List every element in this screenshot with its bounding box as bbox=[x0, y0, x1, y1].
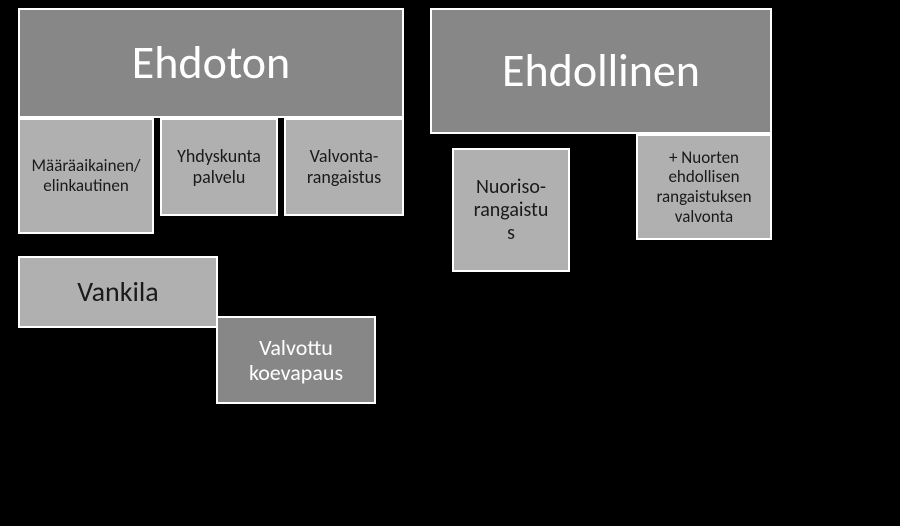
box-nuorisorangaistus: Nuoriso-rangaistus bbox=[452, 148, 570, 272]
label-nuorisorangaistus: Nuoriso-rangaistus bbox=[474, 176, 549, 245]
box-maaraaikainen: Määräaikainen/elinkautinen bbox=[18, 118, 154, 234]
label-maaraaikainen: Määräaikainen/elinkautinen bbox=[32, 156, 141, 195]
box-valvottu-koevapaus: Valvottukoevapaus bbox=[216, 316, 376, 404]
box-ehdollinen: Ehdollinen bbox=[430, 8, 772, 134]
box-valvontarangaistus: Valvonta-rangaistus bbox=[284, 118, 404, 216]
label-ehdoton: Ehdoton bbox=[132, 37, 290, 90]
box-yhdyskuntapalvelu: Yhdyskuntapalvelu bbox=[160, 118, 278, 216]
label-valvontarangaistus: Valvonta-rangaistus bbox=[307, 146, 381, 187]
label-valvottu-koevapaus: Valvottukoevapaus bbox=[249, 335, 343, 386]
label-nuorten-valvonta: + Nuortenehdollisenrangaistuksenvalvonta bbox=[656, 148, 751, 226]
label-ehdollinen: Ehdollinen bbox=[502, 45, 700, 98]
box-vankila: Vankila bbox=[18, 256, 218, 328]
label-yhdyskuntapalvelu: Yhdyskuntapalvelu bbox=[177, 146, 261, 187]
box-ehdoton: Ehdoton bbox=[18, 8, 404, 118]
label-vankila: Vankila bbox=[77, 276, 158, 308]
box-nuorten-valvonta: + Nuortenehdollisenrangaistuksenvalvonta bbox=[636, 134, 772, 240]
